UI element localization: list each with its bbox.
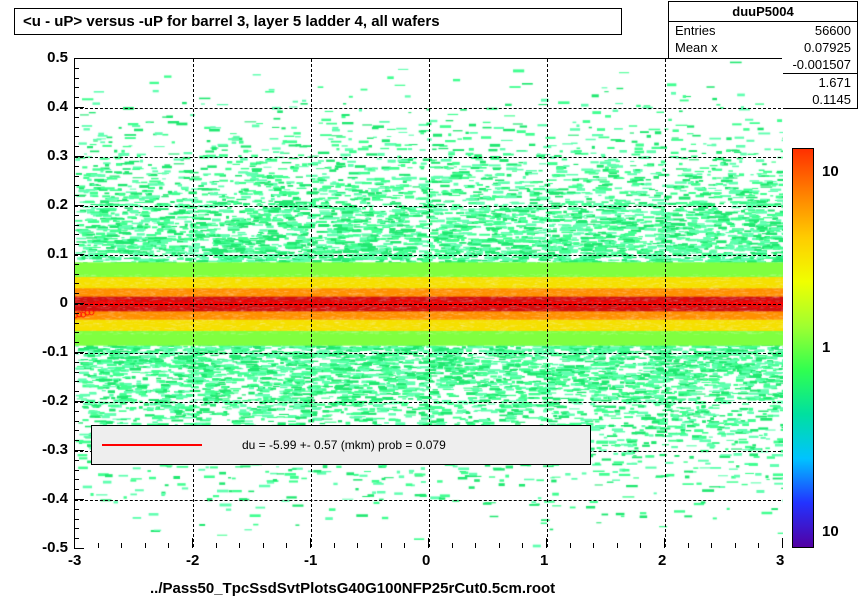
stats-name: duuP5004: [669, 2, 857, 22]
colorbar: [792, 148, 814, 548]
y-tick-label: 0.3: [47, 147, 68, 164]
stats-value: 0.07925: [804, 40, 851, 55]
stats-row: Mean x 0.07925: [669, 39, 857, 56]
y-tick-label: 0: [60, 294, 68, 311]
y-tick-label: -0.4: [42, 490, 68, 507]
x-tick-label: -2: [186, 552, 199, 569]
stats-row: Entries 56600: [669, 22, 857, 39]
x-tick-label: 0: [422, 552, 430, 569]
legend-text: du = -5.99 +- 0.57 (mkm) prob = 0.079: [242, 438, 446, 452]
y-tick-label: 0.1: [47, 245, 68, 262]
stats-label: Mean x: [675, 40, 718, 55]
x-tick-label: 1: [540, 552, 548, 569]
y-tick-label: -0.5: [42, 539, 68, 556]
x-axis-caption-text: ../Pass50_TpcSsdSvtPlotsG40G100NFP25rCut…: [150, 580, 555, 597]
stats-value: 56600: [815, 23, 851, 38]
x-tick-label: 3: [776, 552, 784, 569]
x-tick-label: -3: [68, 552, 81, 569]
y-tick-label: -0.2: [42, 392, 68, 409]
colorbar-tick-label: 10: [822, 523, 839, 540]
y-tick-label: -0.3: [42, 441, 68, 458]
title-text: <u - uP> versus -uP for barrel 3, layer …: [23, 13, 440, 30]
legend-line-sample: [102, 444, 202, 446]
y-tick-label: 0.2: [47, 196, 68, 213]
x-tick-label: -1: [304, 552, 317, 569]
stats-value: 0.1145: [812, 92, 851, 107]
y-tick-label: 0.5: [47, 49, 68, 66]
colorbar-tick-label: 10: [822, 163, 839, 180]
chart-root: <u - uP> versus -uP for barrel 3, layer …: [0, 0, 860, 606]
x-tick-label: 2: [658, 552, 666, 569]
stats-value: 1.671: [818, 75, 851, 90]
stats-label: Entries: [675, 23, 715, 38]
y-tick-label: -0.1: [42, 343, 68, 360]
y-tick-label: 0.4: [47, 98, 68, 115]
plot-area: du = -5.99 +- 0.57 (mkm) prob = 0.079: [74, 58, 782, 548]
chart-title: <u - uP> versus -uP for barrel 3, layer …: [14, 8, 622, 35]
colorbar-tick-label: 1: [822, 339, 830, 356]
x-axis-caption: ../Pass50_TpcSsdSvtPlotsG40G100NFP25rCut…: [150, 580, 555, 597]
stats-value: -0.001507: [792, 57, 851, 72]
fit-legend: du = -5.99 +- 0.57 (mkm) prob = 0.079: [91, 425, 591, 465]
